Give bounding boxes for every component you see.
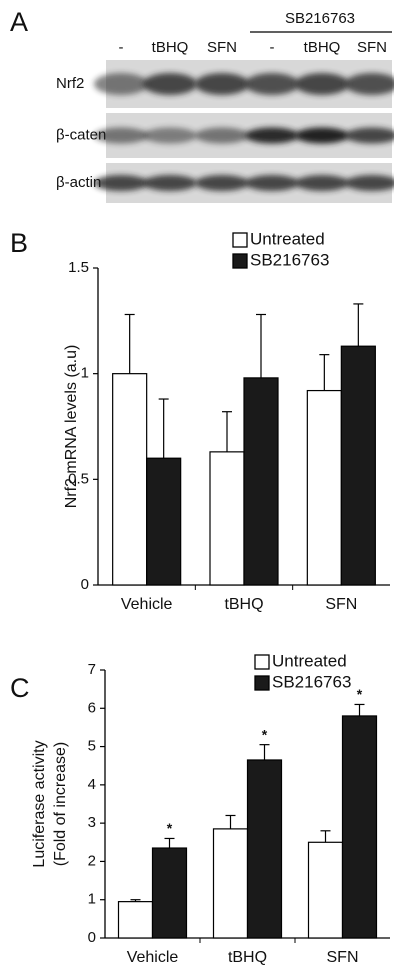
- band: [94, 73, 148, 95]
- significance-label: *: [262, 726, 268, 742]
- y-tick-label: 1: [88, 891, 96, 908]
- band: [94, 128, 148, 144]
- panel-label: B: [10, 228, 28, 258]
- bar: [214, 829, 248, 938]
- y-axis-label: (Fold of increase): [52, 742, 69, 867]
- bar: [307, 391, 341, 585]
- legend-swatch: [233, 254, 247, 268]
- band: [143, 73, 197, 95]
- band: [195, 175, 249, 191]
- panel-label: A: [10, 7, 28, 37]
- band: [195, 73, 249, 95]
- bar: [248, 760, 282, 938]
- y-tick-label: 3: [88, 814, 96, 831]
- bar: [343, 716, 377, 938]
- x-tick-label: tBHQ: [224, 596, 263, 613]
- band: [195, 128, 249, 144]
- band: [245, 128, 299, 144]
- x-tick-label: Vehicle: [121, 596, 173, 613]
- y-tick-label: 0: [81, 576, 89, 593]
- legend-label: SB216763: [250, 250, 329, 269]
- y-tick-label: 7: [88, 661, 96, 678]
- bar: [153, 848, 187, 938]
- y-tick-label: 0.5: [68, 470, 89, 487]
- legend-swatch: [255, 676, 269, 690]
- x-tick-label: tBHQ: [228, 949, 267, 966]
- legend-swatch: [233, 233, 247, 247]
- x-tick-label: SFN: [327, 949, 359, 966]
- bar: [147, 458, 181, 585]
- y-tick-label: 2: [88, 852, 96, 869]
- legend-label: Untreated: [250, 229, 325, 248]
- row-label: Nrf2: [56, 75, 84, 92]
- panel-label: C: [10, 673, 30, 703]
- band: [295, 128, 349, 144]
- y-tick-label: 1.5: [68, 259, 89, 276]
- lane-label: SFN: [207, 39, 237, 56]
- lane-label: SFN: [357, 39, 387, 56]
- band: [94, 175, 148, 191]
- y-tick-label: 6: [88, 699, 96, 716]
- y-tick-label: 0: [88, 929, 96, 946]
- band: [295, 175, 349, 191]
- band: [245, 73, 299, 95]
- y-tick-label: 1: [81, 365, 89, 382]
- bar: [341, 346, 375, 585]
- legend-swatch: [255, 655, 269, 669]
- legend-label: SB216763: [272, 672, 351, 691]
- y-tick-label: 5: [88, 738, 96, 755]
- band: [295, 73, 349, 95]
- x-tick-label: SFN: [325, 596, 357, 613]
- significance-label: *: [167, 820, 173, 836]
- band: [245, 175, 299, 191]
- bar: [119, 902, 153, 938]
- band: [143, 175, 197, 191]
- lane-label: -: [119, 39, 124, 56]
- significance-label: *: [357, 686, 363, 702]
- y-tick-label: 4: [88, 776, 96, 793]
- band: [143, 128, 197, 144]
- lane-label: -: [270, 39, 275, 56]
- x-tick-label: Vehicle: [127, 949, 179, 966]
- lane-label: tBHQ: [152, 39, 189, 56]
- legend-label: Untreated: [272, 651, 347, 670]
- y-axis-label: Luciferase activity: [31, 740, 48, 867]
- figure: A SB216763 -tBHQSFN-tBHQSFNNrf2β-catenin…: [0, 0, 394, 971]
- bar: [309, 842, 343, 938]
- group-label: SB216763: [285, 10, 355, 27]
- lane-label: tBHQ: [304, 39, 341, 56]
- bar: [113, 374, 147, 585]
- bar: [210, 452, 244, 585]
- bar: [244, 378, 278, 585]
